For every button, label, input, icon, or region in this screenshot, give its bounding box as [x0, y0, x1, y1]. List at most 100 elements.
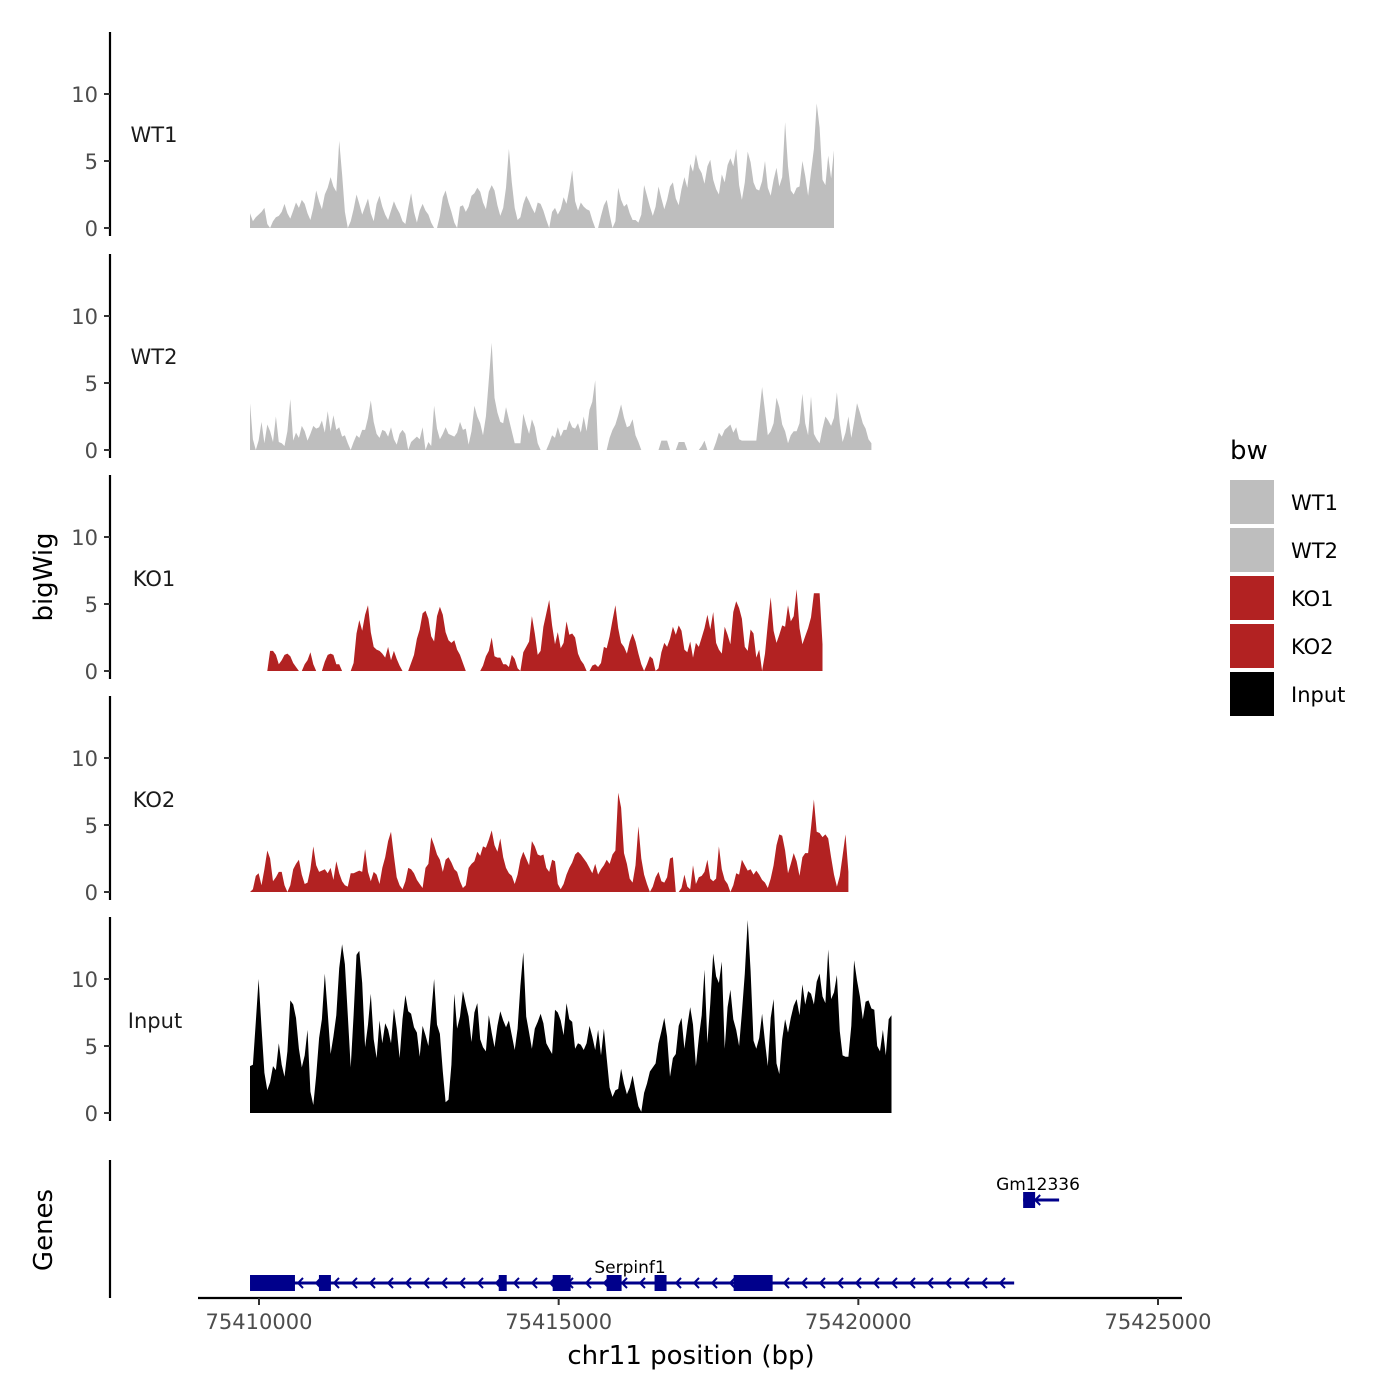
strand-arrow	[710, 1277, 718, 1289]
strand-arrow	[332, 1277, 340, 1289]
strand-arrow	[422, 1277, 430, 1289]
strand-arrow	[296, 1277, 304, 1289]
y-tick-label: 5	[85, 593, 98, 617]
legend-item-input: Input	[1230, 672, 1345, 716]
legend-item-wt2: WT2	[1230, 528, 1338, 572]
strand-arrow	[638, 1277, 646, 1289]
legend-item-ko1: KO1	[1230, 576, 1334, 620]
exon	[733, 1275, 773, 1291]
exon	[606, 1275, 622, 1291]
y-tick-label: 10	[71, 968, 98, 992]
strand-arrow	[692, 1277, 700, 1289]
track-panel-wt1: 0 5 10 WT1	[71, 32, 834, 241]
x-axis-title: chr11 position (bp)	[567, 1341, 814, 1371]
gene-serpinf1: Serpinf1	[250, 1258, 1015, 1291]
track-panel-input: 0 5 10 Input	[71, 917, 892, 1126]
track-panel-ko1: 0 5 10 KO1	[71, 475, 823, 684]
strand-arrow	[908, 1277, 916, 1289]
legend-items: WT1 WT2 KO1 KO2 Input	[1230, 480, 1345, 716]
strand-arrow	[980, 1277, 988, 1289]
y-tick-label: 5	[85, 372, 98, 396]
legend-title: bw	[1230, 436, 1268, 466]
x-tick-label: 75410000	[206, 1310, 313, 1334]
strand-arrow	[926, 1277, 934, 1289]
legend-item-wt1: WT1	[1230, 480, 1338, 524]
legend-item-ko2: KO2	[1230, 624, 1334, 668]
exon	[654, 1275, 667, 1291]
exon	[318, 1275, 331, 1291]
track-label: Input	[128, 1009, 182, 1033]
strand-arrow	[890, 1277, 898, 1289]
y-tick-label: 0	[85, 439, 98, 463]
x-axis: 75410000 75415000 75420000 75425000	[198, 1296, 1211, 1334]
y-tick-label: 0	[85, 217, 98, 241]
exon	[1023, 1192, 1036, 1208]
track-label: WT2	[131, 345, 178, 369]
track-label: KO1	[133, 567, 176, 591]
track-label: KO2	[133, 788, 176, 812]
strand-arrow	[854, 1277, 862, 1289]
legend-label: WT1	[1291, 491, 1338, 515]
y-tick-label: 0	[85, 660, 98, 684]
y-tick-label: 5	[85, 1035, 98, 1059]
legend-label: KO1	[1291, 587, 1334, 611]
legend-swatch	[1230, 624, 1274, 668]
genes-axis-title: Genes	[29, 1189, 59, 1271]
y-axis-title: bigWig	[29, 532, 59, 621]
strand-arrow	[1033, 1194, 1041, 1206]
y-tick-label: 0	[85, 881, 98, 905]
strand-arrow	[998, 1277, 1006, 1289]
strand-arrow	[440, 1277, 448, 1289]
y-tick-label: 10	[71, 305, 98, 329]
strand-arrow	[458, 1277, 466, 1289]
strand-arrow	[404, 1277, 412, 1289]
y-tick-label: 0	[85, 1102, 98, 1126]
strand-arrow	[386, 1277, 394, 1289]
track-panel-wt2: 0 5 10 WT2	[71, 254, 872, 463]
x-tick-label: 75420000	[805, 1310, 912, 1334]
y-tick-label: 10	[71, 526, 98, 550]
strand-arrow	[530, 1277, 538, 1289]
strand-arrow	[800, 1277, 808, 1289]
strand-arrow	[620, 1277, 628, 1289]
legend-label: KO2	[1291, 635, 1334, 659]
exon	[498, 1275, 507, 1291]
strand-arrow	[818, 1277, 826, 1289]
coverage-area-wt1	[250, 103, 834, 228]
strand-arrow	[962, 1277, 970, 1289]
legend-swatch	[1230, 576, 1274, 620]
strand-arrow	[512, 1277, 520, 1289]
exon	[552, 1275, 571, 1291]
legend-swatch	[1230, 480, 1274, 524]
strand-arrow	[872, 1277, 880, 1289]
coverage-area-input	[250, 920, 892, 1113]
gene-gm12336: Gm12336	[996, 1175, 1080, 1208]
legend-swatch	[1230, 528, 1274, 572]
y-tick-label: 10	[71, 747, 98, 771]
legend-swatch	[1230, 672, 1274, 716]
y-tick-label: 5	[85, 150, 98, 174]
gene-label: Gm12336	[996, 1175, 1080, 1195]
strand-arrow	[584, 1277, 592, 1289]
legend: bw WT1 WT2 KO1 KO2 Input	[1230, 436, 1345, 716]
coverage-area-wt2	[250, 342, 872, 450]
y-tick-label: 5	[85, 814, 98, 838]
legend-label: Input	[1291, 683, 1345, 707]
strand-arrow	[674, 1277, 682, 1289]
strand-arrow	[368, 1277, 376, 1289]
coverage-area-ko1	[250, 589, 823, 671]
gene-label: Serpinf1	[594, 1258, 665, 1278]
strand-arrow	[944, 1277, 952, 1289]
y-tick-label: 10	[71, 83, 98, 107]
x-tick-label: 75415000	[505, 1310, 612, 1334]
legend-label: WT2	[1291, 539, 1338, 563]
strand-arrow	[728, 1277, 736, 1289]
exon	[250, 1275, 295, 1291]
gene-track: Serpinf1 Gm12336	[108, 1160, 1080, 1298]
track-panel-ko2: 0 5 10 KO2	[71, 696, 849, 905]
coverage-area-ko2	[250, 792, 849, 892]
strand-arrow	[782, 1277, 790, 1289]
track-label: WT1	[131, 123, 178, 147]
